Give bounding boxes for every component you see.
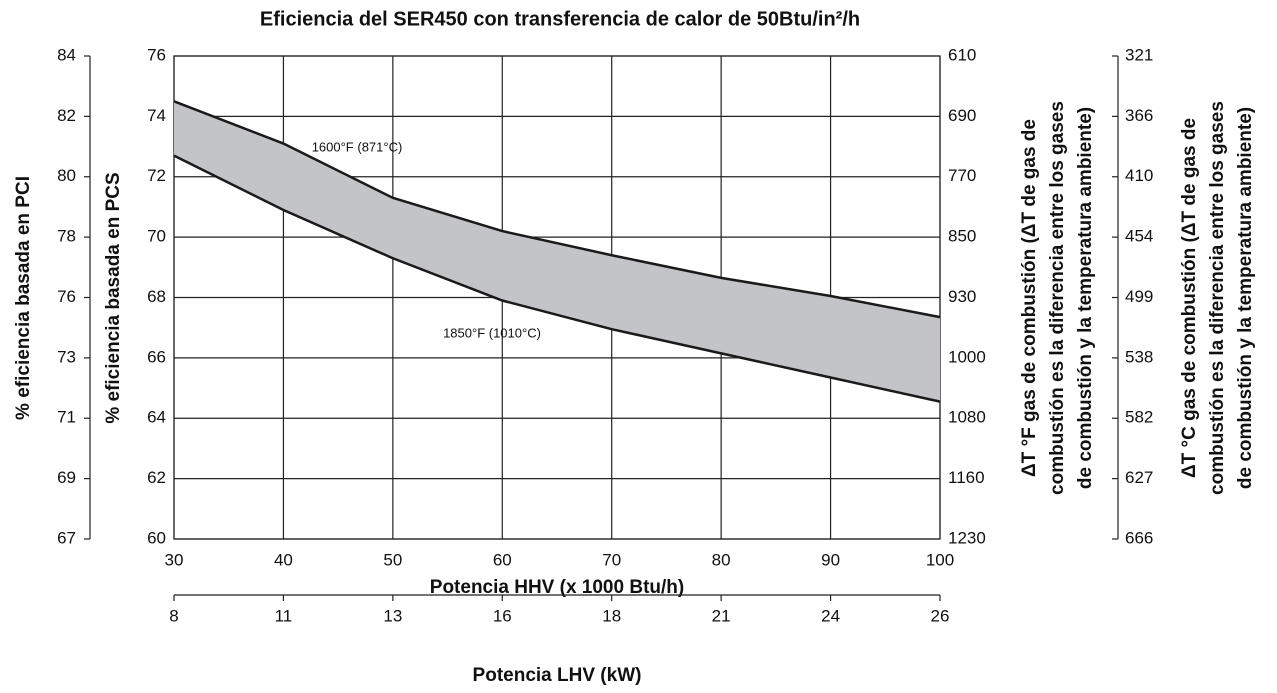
f-tick-label: 1160 [948, 468, 985, 487]
pci-tick-label: 73 [57, 347, 76, 366]
f-tick-label: 930 [948, 287, 976, 306]
c-tick-label: 666 [1125, 528, 1153, 547]
pci-axis-title: % eficiencia basada en PCI [13, 176, 34, 420]
lhv-tick-label: 13 [383, 606, 402, 625]
pci-tick-label: 78 [57, 227, 76, 246]
x-tick-label: 90 [821, 550, 840, 569]
c-tick-label: 499 [1125, 287, 1153, 306]
y-tick-label: 66 [147, 347, 166, 366]
pci-tick-label: 76 [57, 287, 76, 306]
y-tick-label: 74 [147, 106, 166, 125]
lhv-tick-label: 21 [712, 606, 731, 625]
chart-title: Eficiencia del SER450 con transferencia … [260, 8, 860, 30]
plot-frame [173, 55, 941, 540]
boundary-line [173, 154, 941, 403]
series-label: 1600°F (871°C) [312, 139, 403, 154]
c-tick-label: 410 [1125, 166, 1153, 185]
y-tick-label: 70 [147, 227, 166, 246]
pci-tick-label: 69 [57, 468, 76, 487]
lhv-tick-label: 24 [821, 606, 840, 625]
lhv-tick-label: 18 [602, 606, 621, 625]
y-tick-label: 62 [147, 468, 166, 487]
y-tick-label: 64 [147, 408, 166, 427]
right-axis-title: ΔT °F gas de combustión (ΔT de gas de [1019, 119, 1040, 477]
y-tick-label: 76 [147, 45, 166, 64]
x-tick-label: 60 [493, 550, 512, 569]
lhv-axis-title: Potencia LHV (kW) [473, 665, 642, 686]
f-tick-label: 850 [948, 227, 976, 246]
c-tick-label: 582 [1125, 408, 1153, 427]
y-tick-label: 72 [147, 166, 166, 185]
right-axis-title: ΔT °C gas de combustión (ΔT de gas de [1179, 118, 1200, 478]
x-tick-label: 40 [274, 550, 293, 569]
series-label: 1850°F (1010°C) [443, 325, 541, 340]
c-tick-label: 627 [1125, 468, 1153, 487]
c-tick-label: 321 [1125, 45, 1153, 64]
x-tick-label: 100 [926, 550, 954, 569]
lhv-tick-label: 16 [493, 606, 512, 625]
band-fill [174, 101, 940, 402]
lhv-tick-label: 26 [931, 606, 950, 625]
f-tick-label: 610 [948, 45, 976, 64]
right-axis-title: combustión es la diferencia entre los ga… [1207, 101, 1228, 495]
pci-tick-label: 84 [57, 45, 76, 64]
c-tick-label: 366 [1125, 106, 1153, 125]
x-tick-label: 50 [383, 550, 402, 569]
right-axis-title: de combustión y la temperatura ambiente) [1235, 107, 1256, 489]
right-axis-title: de combustión y la temperatura ambiente) [1075, 107, 1096, 489]
f-tick-label: 690 [948, 106, 976, 125]
y-tick-label: 68 [147, 287, 166, 306]
x-tick-label: 30 [165, 550, 184, 569]
right-axis-title: combustión es la diferencia entre los ga… [1047, 101, 1068, 495]
pci-tick-label: 80 [57, 166, 76, 185]
x-tick-label: 80 [712, 550, 731, 569]
c-tick-label: 454 [1125, 227, 1153, 246]
c-tick-label: 538 [1125, 347, 1153, 366]
y-tick-label: 60 [147, 528, 166, 547]
x-axis-title: Potencia HHV (x 1000 Btu/h) [430, 577, 684, 598]
y-axis-title: % eficiencia basada en PCS [103, 172, 124, 423]
f-tick-label: 1080 [948, 408, 986, 427]
lhv-tick-label: 8 [169, 606, 178, 625]
pci-tick-label: 82 [57, 106, 76, 125]
pci-tick-label: 71 [57, 408, 76, 427]
f-tick-label: 770 [948, 166, 976, 185]
f-tick-label: 1230 [948, 528, 986, 547]
boundary-line [173, 100, 941, 319]
pci-tick-label: 67 [57, 528, 76, 547]
x-tick-label: 70 [602, 550, 621, 569]
lhv-tick-label: 11 [275, 606, 293, 625]
f-tick-label: 1000 [948, 347, 986, 366]
